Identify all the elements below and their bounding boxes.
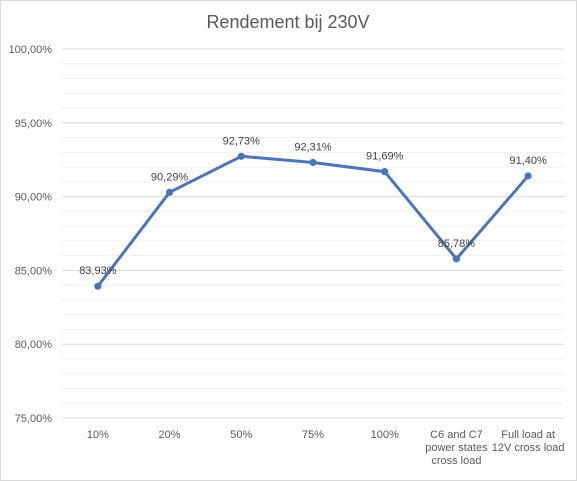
data-label: 85,78%: [438, 238, 476, 250]
data-point: [165, 188, 174, 196]
x-axis: 10% 20% 50% 75% 100% C6 and C7 power states cro…: [87, 429, 565, 467]
x-tick-label: C6 and C7 power states cross load: [425, 429, 488, 467]
x-tick-label: 10%: [87, 429, 109, 441]
data-label: 91,40%: [509, 155, 547, 167]
x-tick-label: 100%: [371, 429, 399, 441]
y-tick-label: 90,00%: [15, 192, 53, 204]
data-label: 83,93%: [79, 265, 117, 277]
data-point: [452, 255, 461, 263]
data-labels: 83,93% 90,29% 92,73% 92,31% 91,69% 85,78% 91,4…: [79, 135, 547, 277]
data-label: 92,31%: [294, 142, 332, 154]
chart-title: Rendement bij 230V: [206, 12, 369, 32]
x-tick-label: 50%: [230, 429, 252, 441]
data-point: [309, 158, 317, 167]
x-tick-label: 20%: [159, 429, 181, 441]
y-tick-label: 75,00%: [15, 413, 53, 425]
x-tick-label: 75%: [302, 429, 324, 441]
y-tick-label: 100,00%: [9, 44, 53, 56]
data-label: 91,69%: [366, 151, 404, 163]
data-label: 92,73%: [223, 135, 261, 147]
y-tick-label: 95,00%: [15, 118, 53, 130]
series-group: [94, 152, 532, 290]
data-point: [381, 168, 389, 176]
x-tick-label: Full load at 12V cross load: [492, 429, 565, 454]
y-axis: 75,00% 80,00% 85,00% 90,00% 95,00% 100,00%: [9, 44, 53, 425]
gridlines: [62, 48, 564, 419]
data-point: [237, 152, 245, 160]
data-label: 90,29%: [151, 171, 189, 183]
y-tick-label: 80,00%: [15, 339, 53, 351]
y-tick-label: 85,00%: [15, 265, 53, 277]
data-point: [94, 282, 102, 290]
data-point: [524, 172, 532, 180]
